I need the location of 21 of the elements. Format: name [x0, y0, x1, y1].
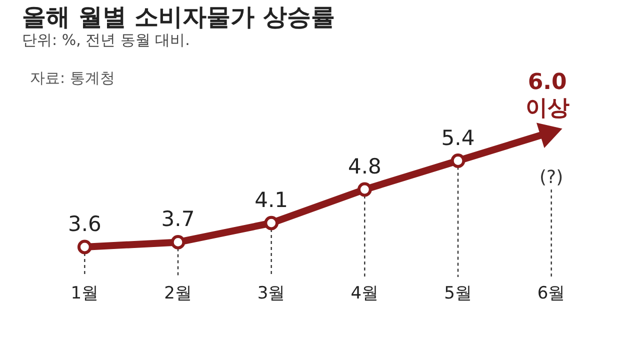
x-tick-label: 4월: [350, 284, 379, 304]
point: [450, 154, 466, 168]
point: [77, 240, 92, 254]
chart-title: 올해 월별 소비자물가 상승률: [22, 3, 336, 31]
data-label: 6.0 이상: [525, 70, 570, 121]
annotation: (?): [540, 167, 564, 188]
data-label: 4.8: [348, 154, 382, 178]
data-label: 3.6: [68, 212, 102, 236]
x-tick-label: 3월: [257, 284, 286, 304]
x-tick-label: 6월: [537, 284, 566, 304]
data-label: 3.7: [161, 207, 195, 232]
data-label: 4.1: [254, 188, 288, 212]
x-tick-label: 1월: [70, 284, 99, 304]
x-tick-label: 5월: [444, 284, 472, 304]
text: 자료: 통계청: [30, 69, 115, 87]
data-label: 5.4: [441, 126, 475, 150]
x-tick-label: 2월: [164, 284, 192, 304]
chart-subtitle: 단위: %, 전년 동월 대비.: [22, 31, 190, 49]
point: [170, 235, 186, 250]
point: [357, 182, 372, 197]
point: [264, 216, 279, 230]
